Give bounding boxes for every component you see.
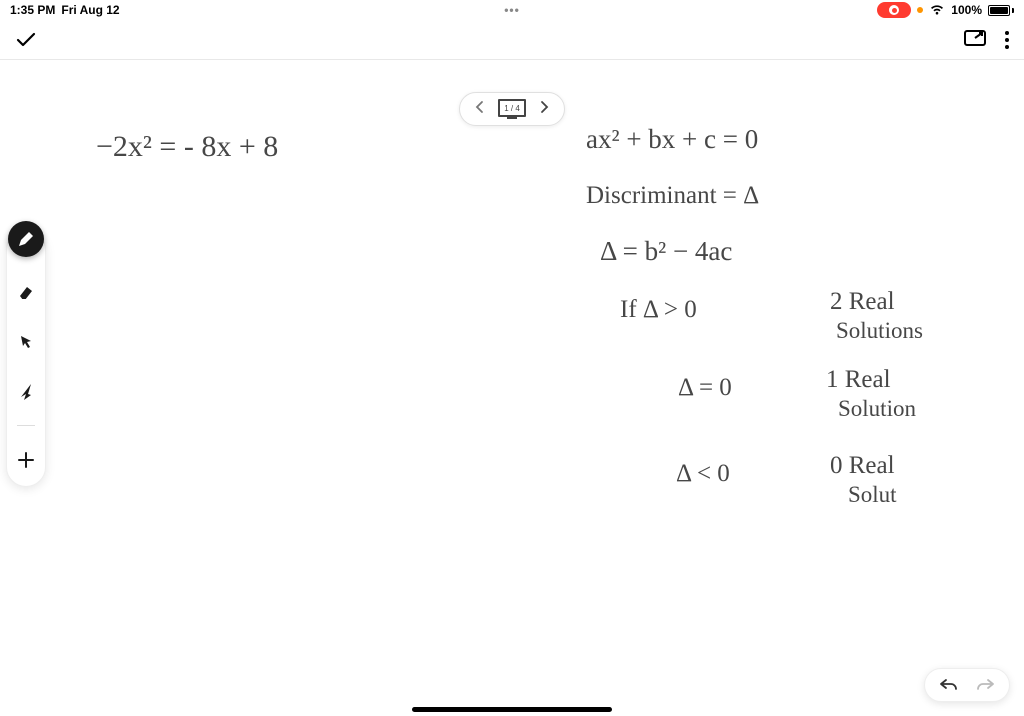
screen-record-indicator[interactable] [877, 2, 911, 18]
tool-rail [6, 230, 46, 487]
status-bar: 1:35 PM Fri Aug 12 ••• 100% [0, 0, 1024, 20]
home-indicator[interactable] [412, 707, 612, 712]
handwriting-text: Δ = b² − 4ac [600, 236, 732, 267]
handwriting-text: 0 Real [830, 452, 895, 480]
handwriting-text: Δ = 0 [678, 374, 732, 402]
eraser-tool-button[interactable] [10, 275, 42, 307]
wifi-icon [929, 4, 945, 16]
undo-button[interactable] [939, 677, 959, 693]
handwriting-text: ax² + bx + c = 0 [586, 124, 758, 155]
present-cast-button[interactable] [964, 30, 986, 50]
more-menu-button[interactable] [1004, 30, 1010, 50]
done-check-button[interactable] [14, 28, 38, 52]
mic-in-use-dot [917, 7, 923, 13]
handwriting-text: 1 Real [826, 366, 891, 394]
pointer-tool-button[interactable] [10, 325, 42, 357]
handwriting-text: Discriminant = Δ [586, 182, 759, 210]
battery-percent: 100% [951, 3, 982, 17]
battery-fill [990, 7, 1008, 14]
add-tool-button[interactable] [10, 444, 42, 476]
handwriting-text: Δ < 0 [676, 460, 730, 488]
pen-tool-button[interactable] [8, 221, 44, 257]
prev-page-button[interactable] [474, 100, 484, 119]
laser-tool-button[interactable] [10, 375, 42, 407]
rail-divider [17, 425, 35, 426]
status-center-dots[interactable]: ••• [504, 3, 520, 17]
status-left: 1:35 PM Fri Aug 12 [10, 3, 120, 17]
app-top-bar [0, 20, 1024, 60]
handwriting-text: Solutions [836, 318, 923, 344]
whiteboard-canvas[interactable]: 1 / 4 −2x² = - 8x + 8 ax² + bx + c = 0 Dis… [0, 60, 1024, 716]
handwriting-text: If Δ > 0 [620, 296, 697, 324]
undo-redo-bar [924, 668, 1010, 702]
page-navigator: 1 / 4 [459, 92, 565, 126]
next-page-button[interactable] [540, 100, 550, 119]
page-indicator[interactable]: 1 / 4 [498, 99, 526, 119]
handwriting-text: Solution [838, 396, 916, 422]
page-label: 1 / 4 [504, 104, 520, 113]
handwriting-text: Solut [848, 482, 897, 508]
handwriting-text: 2 Real [830, 288, 895, 316]
handwriting-text: −2x² = - 8x + 8 [96, 130, 278, 164]
redo-button[interactable] [975, 677, 995, 693]
status-right: 100% [877, 2, 1014, 18]
battery-icon [988, 5, 1014, 16]
status-date: Fri Aug 12 [61, 3, 119, 17]
status-time: 1:35 PM [10, 3, 55, 17]
